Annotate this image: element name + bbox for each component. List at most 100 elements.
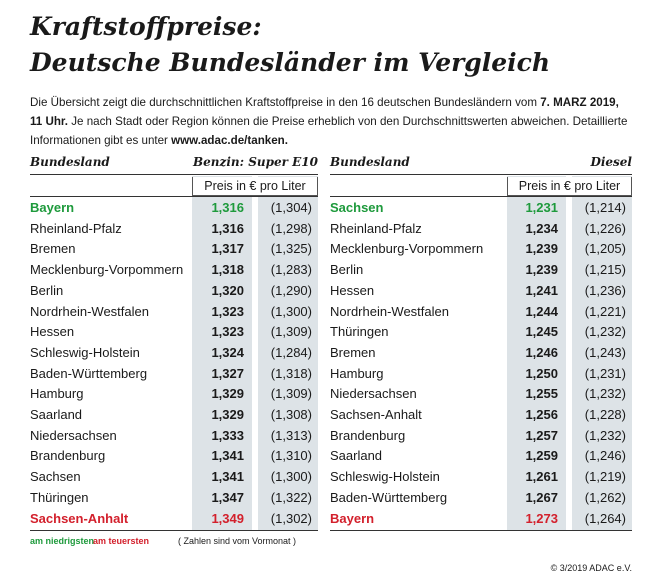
row-previous: (1,300) (270, 469, 312, 485)
row-name: Mecklenburg-Vorpommern (330, 241, 484, 257)
row-price: 1,246 (525, 344, 558, 360)
row-price: 1,267 (525, 489, 558, 505)
column-shade (258, 176, 318, 530)
row-name: Hamburg (330, 365, 384, 381)
row-price: 1,320 (211, 282, 244, 298)
row-name: Niedersachsen (30, 427, 117, 443)
header-rule (30, 174, 318, 175)
footer-rule (330, 530, 632, 531)
header-rule (330, 174, 632, 175)
intro-text: www.adac.de/tanken. (171, 134, 288, 147)
row-name: Hamburg (30, 386, 84, 402)
row-price: 1,231 (525, 200, 558, 215)
row-previous: (1,232) (584, 386, 626, 402)
row-name: Baden-Württemberg (330, 489, 448, 505)
row-previous: (1,308) (270, 407, 312, 422)
row-name: Brandenburg (330, 427, 406, 443)
row-previous: (1,318) (270, 365, 312, 381)
row-price: 1,259 (525, 448, 558, 464)
header-label: Bundesland (30, 155, 110, 169)
row-name: Schleswig-Holstein (330, 469, 440, 485)
row-previous: (1,214) (584, 200, 626, 215)
unit-label: Preis in € pro Liter (192, 177, 318, 196)
row-price: 1,349 (211, 510, 244, 526)
legend-item: am niedrigsten (30, 536, 95, 546)
legend-item: am teuersten (93, 536, 150, 546)
intro-text: Die Übersicht zeigt die durchschnittlich… (30, 96, 541, 109)
row-name: Bayern (30, 200, 75, 215)
row-previous: (1,219) (584, 469, 626, 485)
row-previous: (1,284) (270, 344, 312, 360)
row-price: 1,318 (211, 262, 244, 278)
row-name: Brandenburg (30, 448, 106, 464)
row-price: 1,324 (211, 344, 244, 360)
footer-rule (30, 530, 318, 531)
row-price: 1,257 (525, 427, 558, 443)
row-price: 1,316 (211, 200, 244, 215)
row-price: 1,273 (525, 510, 558, 526)
row-previous: (1,243) (584, 344, 626, 360)
row-name: Berlin (330, 262, 364, 278)
row-name: Sachsen-Anhalt (330, 407, 422, 422)
row-name: Bayern (330, 510, 375, 526)
row-price: 1,245 (525, 324, 558, 340)
row-price: 1,250 (525, 365, 558, 381)
row-price: 1,347 (211, 489, 244, 505)
header-fuel: Diesel (590, 155, 632, 169)
header-label: Bundesland (330, 155, 410, 169)
row-name: Nordrhein-Westfalen (330, 303, 449, 319)
row-name: Bremen (30, 241, 76, 257)
row-previous: (1,246) (584, 448, 626, 464)
row-name: Niedersachsen (330, 386, 417, 402)
row-price: 1,239 (525, 262, 558, 278)
row-previous: (1,264) (584, 510, 626, 526)
row-price: 1,327 (211, 365, 244, 381)
row-price: 1,256 (525, 407, 558, 422)
header-fuel: Benzin: Super E10 (193, 155, 318, 169)
column-shade (192, 176, 252, 530)
copyright: © 3/2019 ADAC e.V. (550, 563, 632, 573)
row-name: Saarland (30, 407, 83, 422)
row-name: Hessen (30, 324, 75, 340)
row-previous: (1,205) (584, 241, 626, 257)
row-previous: (1,232) (584, 324, 626, 340)
row-previous: (1,262) (584, 489, 626, 505)
intro-text: Je nach Stadt oder Region können die Pre… (30, 115, 628, 147)
row-previous: (1,309) (270, 386, 312, 402)
row-name: Sachsen (330, 200, 384, 215)
row-previous: (1,221) (584, 303, 626, 319)
row-price: 1,261 (525, 469, 558, 485)
row-previous: (1,310) (270, 448, 312, 464)
title-line: Deutsche Bundesländer im Vergleich (30, 48, 551, 77)
row-name: Mecklenburg-Vorpommern (30, 262, 184, 278)
row-previous: (1,215) (584, 262, 626, 278)
row-name: Sachsen (30, 469, 81, 485)
row-name: Bremen (330, 344, 376, 360)
row-name: Hessen (330, 282, 375, 298)
column-shade (507, 176, 566, 530)
row-name: Berlin (30, 282, 64, 298)
row-previous: (1,236) (584, 282, 626, 298)
header-rule (30, 196, 318, 197)
row-previous: (1,309) (270, 324, 312, 340)
row-name: Schleswig-Holstein (30, 344, 140, 360)
row-price: 1,323 (211, 303, 244, 319)
row-previous: (1,300) (270, 303, 312, 319)
row-price: 1,234 (525, 220, 558, 236)
row-price: 1,333 (211, 427, 244, 443)
row-price: 1,341 (211, 469, 244, 485)
row-price: 1,255 (525, 386, 558, 402)
row-name: Sachsen-Anhalt (30, 510, 129, 526)
row-name: Thüringen (330, 324, 389, 340)
row-price: 1,241 (525, 282, 558, 298)
row-previous: (1,313) (270, 427, 312, 443)
row-name: Thüringen (30, 489, 89, 505)
row-previous: (1,298) (270, 220, 312, 236)
row-price: 1,341 (211, 448, 244, 464)
row-price: 1,323 (211, 324, 244, 340)
row-price: 1,244 (525, 303, 558, 319)
row-name: Baden-Württemberg (30, 365, 148, 381)
row-previous: (1,226) (584, 220, 626, 236)
row-previous: (1,304) (270, 200, 312, 215)
